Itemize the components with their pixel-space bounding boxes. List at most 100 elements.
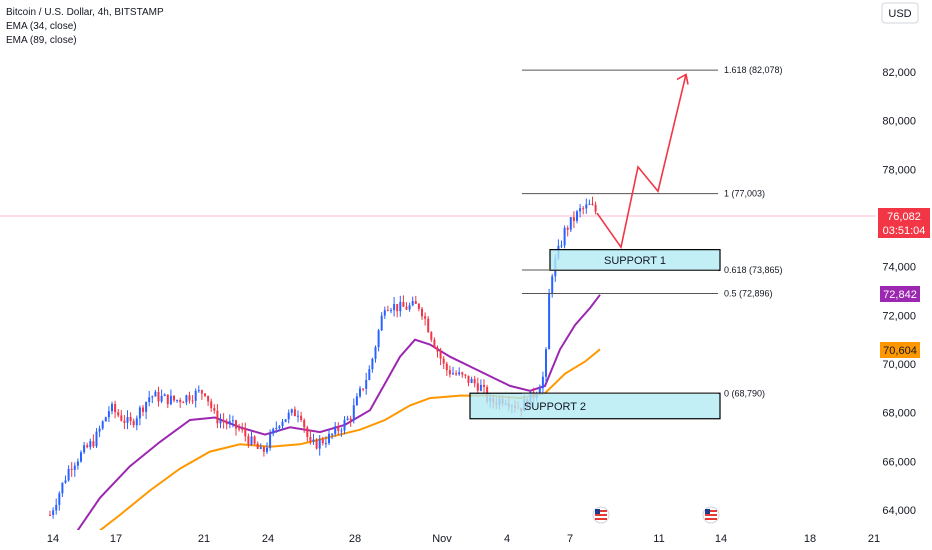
indicator-ema34[interactable]: EMA (34, close) [6,21,77,32]
candle-body [483,384,485,388]
candle-body [337,426,340,431]
x-tick-label: 21 [868,533,880,545]
y-tick-label: 70,000 [882,359,916,371]
candle-body [405,306,408,310]
candle-body [352,405,355,421]
candle-body [179,399,182,403]
candle-body [104,417,107,422]
candle-body [427,318,430,333]
ema34-value: 72,842 [883,289,917,301]
support-zone-label: SUPPORT 2 [524,401,586,413]
y-tick-label: 78,000 [882,164,916,176]
ema89-value: 70,604 [883,345,917,357]
candle-body [334,426,337,434]
candle-body [210,401,213,409]
candle-body [244,429,247,437]
candle-body [538,388,541,394]
candle-body [433,339,436,348]
x-tick-label: 28 [349,533,361,545]
candle-body [390,310,392,312]
us-flag-event-icon[interactable] [702,506,720,524]
candle-body [365,379,368,389]
candles [49,196,597,519]
candle-body [287,412,290,420]
candle-body [306,427,309,437]
candle-body [185,395,188,403]
candle-body [479,384,482,391]
candle-body [300,415,303,420]
candle-body [328,433,330,444]
candle-body [145,402,148,412]
fib-levels: 1.618 (82,078) 1 (77,003) 0.618 (73,865) 0.… [522,65,783,398]
price-axis[interactable] [876,0,932,530]
candle-body [349,418,352,421]
ema34-badge: 72,842 [880,286,920,302]
candle-body [399,301,402,312]
candle-body [157,391,160,402]
x-tick-label: Nov [432,533,452,545]
candle-body [439,351,442,359]
candle-body [343,419,346,431]
candle-body [464,374,467,376]
candle-body [188,395,191,401]
candle-body [173,395,175,401]
candle-body [461,372,464,375]
candle-body [61,482,64,494]
candle-body [476,383,479,391]
y-tick-label: 72,000 [882,310,916,322]
indicator-ema89[interactable]: EMA (89, close) [6,35,77,46]
candle-body [303,419,306,428]
projection-arrowhead [676,73,689,85]
candle-body [76,461,79,466]
y-tick-label: 80,000 [882,116,916,128]
candle-body [396,304,399,312]
y-axis-ticks: 64,00066,00068,00070,00072,00074,00076,0… [882,67,916,517]
candle-body [380,315,383,331]
fib-level-label: 0 (68,790) [724,388,765,398]
candle-body [321,439,324,444]
candle-body [259,447,262,449]
candle-body [135,418,138,426]
candle-body [278,426,281,428]
candle-body [111,403,113,412]
y-tick-label: 66,000 [882,456,916,468]
candle-body [231,420,234,422]
candle-body [297,415,299,417]
last-price-badge: 76,082 03:51:04 [878,208,930,238]
projection-arrow[interactable] [596,74,687,250]
x-tick-label: 14 [715,533,727,545]
candle-body [58,493,61,505]
support-zones: SUPPORT 1 SUPPORT 2 [469,249,721,420]
candle-body [241,428,244,430]
candle-body [98,428,101,432]
candle-body [560,245,563,247]
candle-body [70,468,73,470]
candle-body [293,409,296,417]
candle-body [383,310,386,316]
candle-body [594,204,597,212]
candle-body [362,388,365,390]
x-tick-label: 7 [567,533,573,545]
candle-body [163,394,166,396]
candle-body [569,217,572,230]
currency-button[interactable] [881,2,919,24]
last-price-value: 76,082 [887,211,921,223]
candle-body [588,203,591,205]
support-zone[interactable] [469,392,721,420]
x-tick-label: 4 [504,533,510,545]
candle-body [67,468,70,481]
candle-body [80,452,82,462]
us-flag-event-icon[interactable] [592,506,610,524]
candle-body [225,422,228,425]
candle-body [355,396,358,406]
candle-body [176,399,179,401]
candle-body [424,316,427,319]
x-tick-label: 18 [804,533,816,545]
time-axis[interactable] [0,530,932,550]
candle-body [572,217,575,221]
candle-body [107,411,110,418]
candle-body [566,227,569,230]
candle-body [408,305,411,310]
symbol-title[interactable]: Bitcoin / U.S. Dollar, 4h, BITSTAMP [6,7,164,18]
